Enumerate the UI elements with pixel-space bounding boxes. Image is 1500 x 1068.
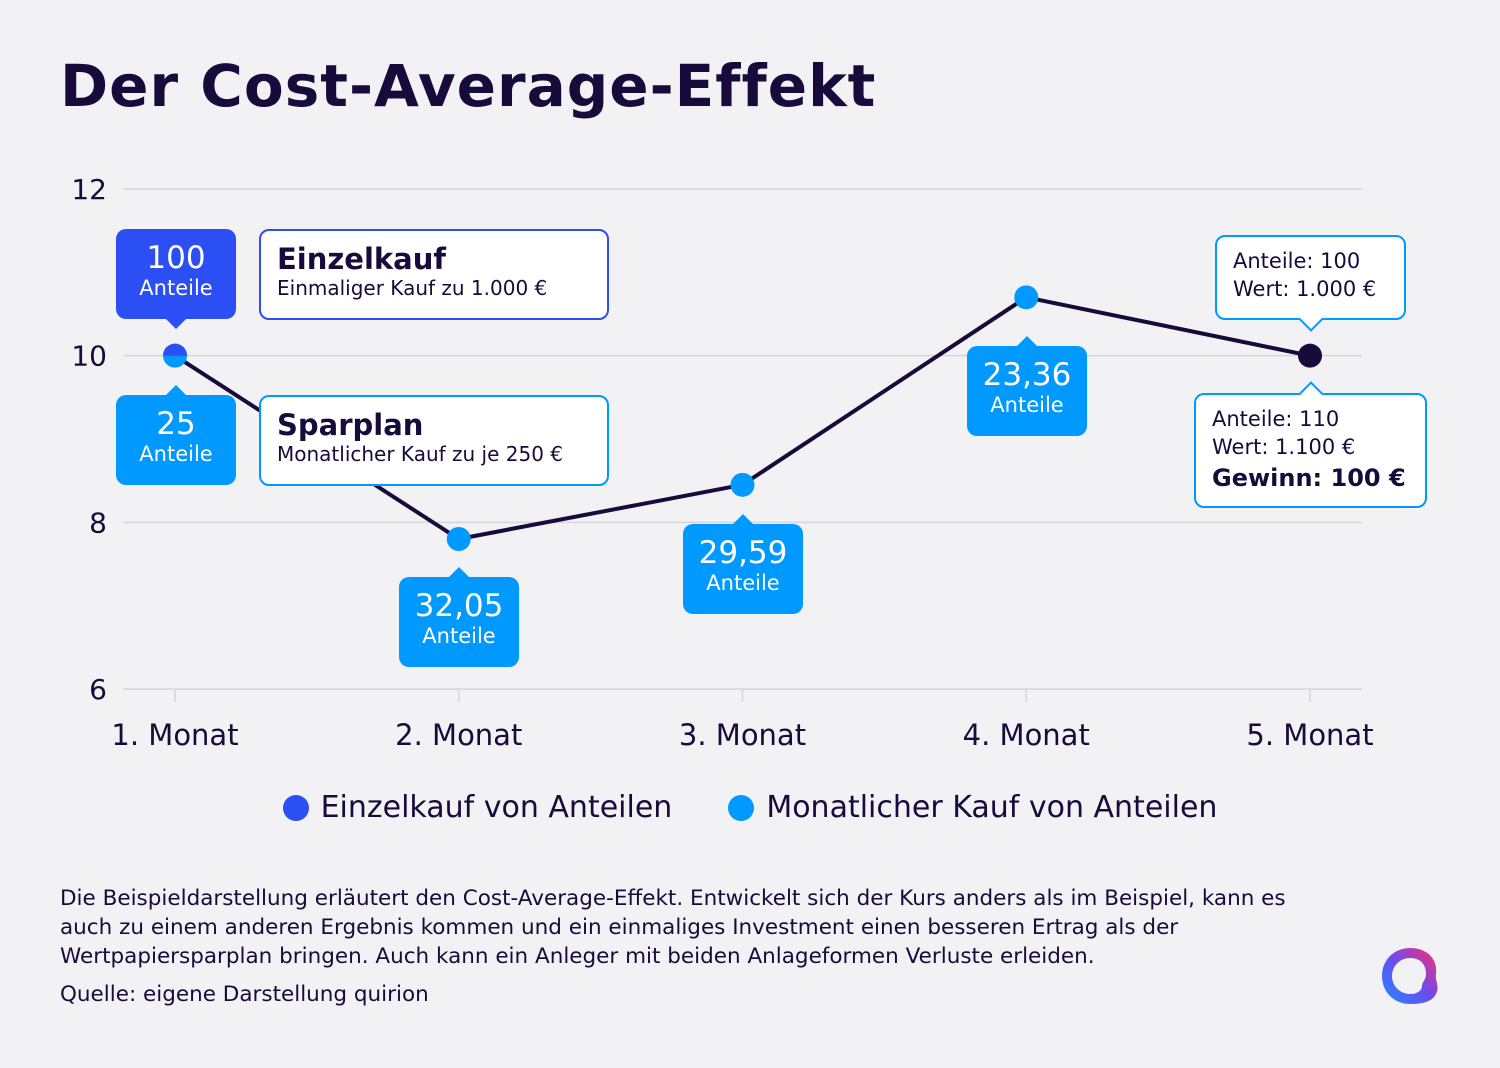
data-label-einzelkauf: 100 Anteile	[116, 229, 236, 329]
data-label-month-1: 25 Anteile	[116, 385, 236, 485]
legend-item-einzelkauf: Einzelkauf von Anteilen	[282, 790, 673, 825]
data-label-value: 100	[146, 240, 206, 276]
data-label-unit: Anteile	[139, 276, 213, 300]
data-point	[446, 527, 471, 551]
data-label-unit: Anteile	[990, 393, 1064, 417]
data-label-month-3: 29,59 Anteile	[683, 514, 803, 614]
y-tick-label: 6	[89, 673, 107, 706]
data-label-month-4: 23,36 Anteile	[967, 336, 1087, 436]
legend-label: Einzelkauf von Anteilen	[320, 790, 673, 825]
x-tick-label: 1. Monat	[111, 718, 238, 752]
result-sparplan: Anteile: 110 Wert: 1.100 € Gewinn: 100 €	[1194, 393, 1427, 508]
source-note: Quelle: eigene Darstellung quirion	[60, 982, 429, 1007]
legend-dot-icon	[282, 794, 309, 821]
annotation-einzelkauf: Einzelkauf Einmaliger Kauf zu 1.000 €	[259, 229, 609, 320]
x-tick-label: 3. Monat	[679, 718, 806, 752]
annotation-heading: Sparplan	[277, 408, 424, 442]
data-label-unit: Anteile	[706, 571, 780, 595]
result-gain: Gewinn: 100 €	[1212, 464, 1406, 492]
footnote: Die Beispieldarstellung erläutert den Co…	[60, 886, 1286, 969]
data-label-value: 23,36	[982, 357, 1072, 393]
data-label-unit: Anteile	[422, 624, 496, 648]
legend: Einzelkauf von Anteilen Monatlicher Kauf…	[0, 790, 1500, 825]
x-tick-label: 5. Monat	[1246, 718, 1373, 752]
data-point	[1298, 343, 1322, 368]
annotation-text: Monatlicher Kauf zu je 250 €	[277, 442, 564, 466]
legend-label: Monatlicher Kauf von Anteilen	[766, 790, 1218, 825]
y-tick-label: 8	[89, 506, 107, 539]
legend-item-monatlich: Monatlicher Kauf von Anteilen	[728, 790, 1217, 825]
y-tick-label: 12	[71, 173, 107, 206]
data-label-value: 29,59	[698, 535, 788, 571]
result-shares: Anteile: 100	[1233, 249, 1361, 273]
data-label-unit: Anteile	[139, 442, 213, 466]
data-point-einzelkauf	[163, 343, 187, 356]
annotation-heading: Einzelkauf	[277, 242, 447, 276]
data-point	[730, 472, 755, 497]
result-einzelkauf: Anteile: 100 Wert: 1.000 €	[1215, 235, 1406, 320]
annotation-sparplan: Sparplan Monatlicher Kauf zu je 250 €	[259, 395, 609, 486]
y-tick-label: 10	[71, 340, 107, 373]
annotation-text: Einmaliger Kauf zu 1.000 €	[277, 276, 548, 300]
result-value: Wert: 1.000 €	[1233, 277, 1377, 301]
line-chart: 6 8 10 12 1. Monat 2. Monat 3. Monat 4. Monat 5.…	[71, 173, 1373, 752]
page-title: Der Cost-Average-Effekt	[60, 52, 877, 120]
data-label-month-2: 32,05 Anteile	[399, 567, 519, 667]
x-tick-label: 2. Monat	[395, 718, 522, 752]
result-shares: Anteile: 110	[1212, 407, 1340, 431]
data-label-value: 32,05	[414, 588, 504, 624]
x-tick-label: 4. Monat	[963, 718, 1090, 752]
legend-dot-icon	[728, 794, 755, 821]
data-label-value: 25	[156, 406, 196, 442]
data-point	[1014, 285, 1039, 310]
result-value: Wert: 1.100 €	[1212, 435, 1356, 459]
quirion-logo-icon	[1382, 948, 1438, 1004]
